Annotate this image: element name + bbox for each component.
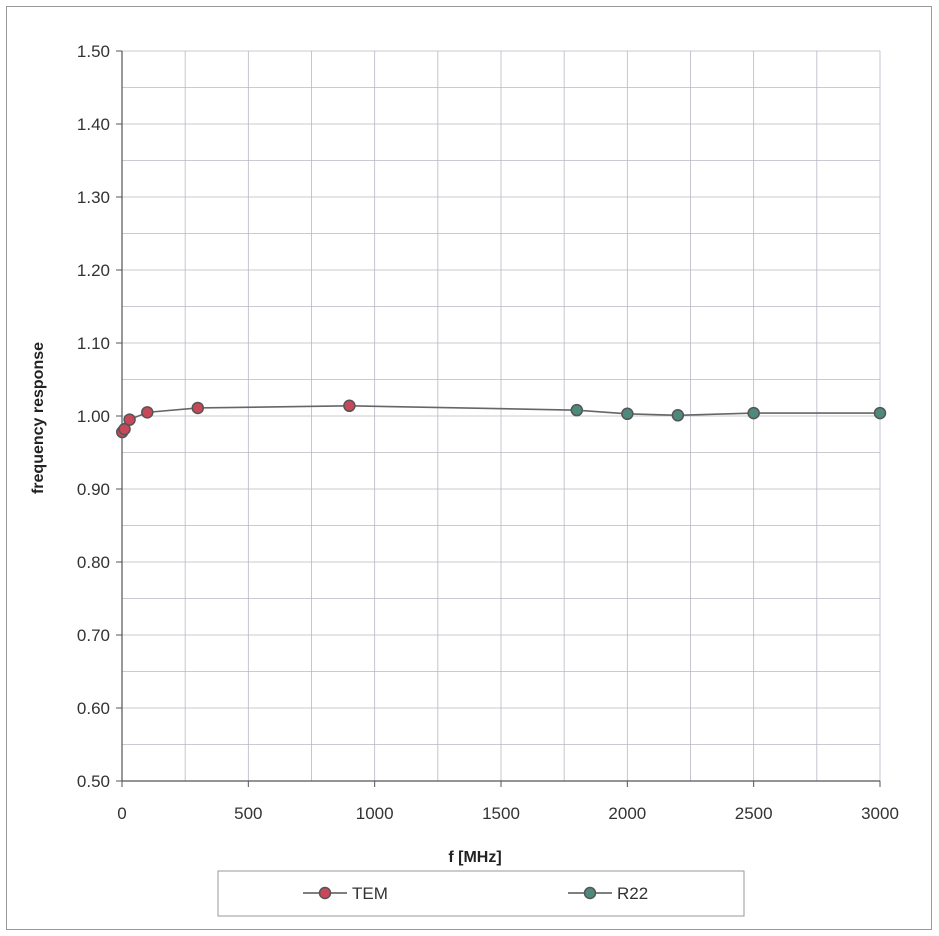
data-point-r22 xyxy=(873,406,887,420)
data-point-tem xyxy=(123,413,136,426)
grid xyxy=(121,50,881,782)
legend-label-r22: R22 xyxy=(617,884,648,903)
axes xyxy=(116,50,881,787)
y-tick-label: 0.90 xyxy=(77,480,110,499)
data-point-r22 xyxy=(747,406,760,420)
y-tick-label: 1.50 xyxy=(77,42,110,61)
data-point-tem xyxy=(343,399,356,413)
x-axis-title: f [MHz] xyxy=(448,849,501,866)
legend: TEM R22 xyxy=(217,870,745,917)
data-point-r22 xyxy=(570,403,584,417)
y-tick-label: 1.00 xyxy=(77,407,110,426)
y-tick-label: 0.70 xyxy=(77,626,110,645)
x-tick-label: 1000 xyxy=(356,804,394,823)
y-tick-label: 1.30 xyxy=(77,188,110,207)
y-tick-label: 1.40 xyxy=(77,115,110,134)
legend-item-tem: TEM xyxy=(303,884,388,903)
tick-labels: 0.50 0.60 0.70 0.80 0.90 1.00 1.10 1.20 1.30 1.40… xyxy=(77,42,899,823)
legend-box xyxy=(217,870,745,917)
y-tick-label: 0.50 xyxy=(77,772,110,791)
x-tick-label: 2000 xyxy=(608,804,646,823)
series-layer xyxy=(116,399,887,439)
chart-frame xyxy=(6,6,932,930)
y-tick-label: 1.20 xyxy=(77,261,110,280)
x-tick-label: 500 xyxy=(234,804,262,823)
data-point-r22 xyxy=(671,409,685,422)
data-point-r22 xyxy=(621,407,634,421)
x-tick-label: 3000 xyxy=(861,804,899,823)
legend-marker-tem xyxy=(318,886,332,900)
legend-label-tem: TEM xyxy=(352,884,388,903)
x-tick-label: 2500 xyxy=(735,804,773,823)
data-point-tem xyxy=(191,401,205,415)
data-point-tem xyxy=(141,406,154,419)
y-tick-label: 1.10 xyxy=(77,334,110,353)
legend-marker-r22 xyxy=(583,886,597,900)
y-tick-label: 0.80 xyxy=(77,553,110,572)
x-tick-label: 1500 xyxy=(482,804,520,823)
x-tick-label: 0 xyxy=(117,804,126,823)
y-axis-title: frequency response xyxy=(30,342,47,494)
y-tick-label: 0.60 xyxy=(77,699,110,718)
data-point-tem xyxy=(118,422,131,436)
legend-item-r22: R22 xyxy=(568,884,648,903)
